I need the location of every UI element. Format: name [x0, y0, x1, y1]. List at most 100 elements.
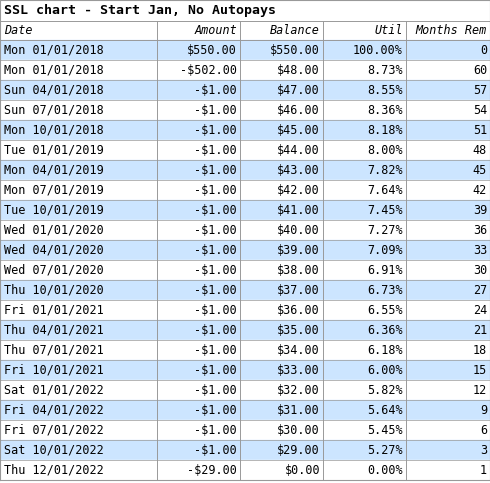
Text: 57: 57	[473, 84, 487, 97]
Text: Mon 07/01/2019: Mon 07/01/2019	[4, 184, 104, 197]
Text: -$1.00: -$1.00	[194, 343, 237, 356]
Text: Balance: Balance	[270, 24, 320, 37]
Text: $46.00: $46.00	[277, 103, 320, 116]
Text: 6: 6	[480, 424, 487, 437]
Text: -$29.00: -$29.00	[187, 464, 237, 477]
Text: -$1.00: -$1.00	[194, 324, 237, 337]
Text: $32.00: $32.00	[277, 384, 320, 397]
Text: $41.00: $41.00	[277, 203, 320, 216]
Text: Wed 01/01/2020: Wed 01/01/2020	[4, 224, 104, 237]
Text: Thu 04/01/2021: Thu 04/01/2021	[4, 324, 104, 337]
Text: $36.00: $36.00	[277, 303, 320, 316]
Text: -$1.00: -$1.00	[194, 424, 237, 437]
Text: 8.55%: 8.55%	[368, 84, 403, 97]
Text: 54: 54	[473, 103, 487, 116]
Text: 12: 12	[473, 384, 487, 397]
Text: Mon 10/01/2018: Mon 10/01/2018	[4, 124, 104, 137]
Text: $30.00: $30.00	[277, 424, 320, 437]
Text: $33.00: $33.00	[277, 364, 320, 377]
Text: 48: 48	[473, 143, 487, 156]
Text: $34.00: $34.00	[277, 343, 320, 356]
Text: $0.00: $0.00	[284, 464, 320, 477]
Text: $45.00: $45.00	[277, 124, 320, 137]
Text: 7.64%: 7.64%	[368, 184, 403, 197]
Text: 60: 60	[473, 63, 487, 76]
Text: 6.55%: 6.55%	[368, 303, 403, 316]
Text: 8.73%: 8.73%	[368, 63, 403, 76]
Text: Sun 07/01/2018: Sun 07/01/2018	[4, 103, 104, 116]
Text: 1: 1	[480, 464, 487, 477]
Text: 33: 33	[473, 243, 487, 256]
Text: $37.00: $37.00	[277, 284, 320, 297]
Text: 7.09%: 7.09%	[368, 243, 403, 256]
Text: -$1.00: -$1.00	[194, 364, 237, 377]
Text: $550.00: $550.00	[187, 43, 237, 57]
Text: $48.00: $48.00	[277, 63, 320, 76]
Text: Mon 01/01/2018: Mon 01/01/2018	[4, 43, 104, 57]
Text: Tue 10/01/2019: Tue 10/01/2019	[4, 203, 104, 216]
Text: 6.91%: 6.91%	[368, 264, 403, 276]
Text: -$1.00: -$1.00	[194, 443, 237, 456]
Text: $35.00: $35.00	[277, 324, 320, 337]
Text: Thu 10/01/2020: Thu 10/01/2020	[4, 284, 104, 297]
Text: $550.00: $550.00	[270, 43, 320, 57]
Text: Thu 12/01/2022: Thu 12/01/2022	[4, 464, 104, 477]
Text: 9: 9	[480, 403, 487, 416]
Text: -$1.00: -$1.00	[194, 284, 237, 297]
Text: Tue 01/01/2019: Tue 01/01/2019	[4, 143, 104, 156]
Text: Months Rem: Months Rem	[416, 24, 487, 37]
Text: $39.00: $39.00	[277, 243, 320, 256]
Text: -$1.00: -$1.00	[194, 184, 237, 197]
Text: SSL chart - Start Jan, No Autopays: SSL chart - Start Jan, No Autopays	[4, 4, 276, 17]
Text: -$1.00: -$1.00	[194, 403, 237, 416]
Text: Wed 07/01/2020: Wed 07/01/2020	[4, 264, 104, 276]
Text: 8.18%: 8.18%	[368, 124, 403, 137]
Text: 5.82%: 5.82%	[368, 384, 403, 397]
Text: 21: 21	[473, 324, 487, 337]
Text: 7.82%: 7.82%	[368, 164, 403, 176]
Text: Mon 04/01/2019: Mon 04/01/2019	[4, 164, 104, 176]
Text: 18: 18	[473, 343, 487, 356]
Text: 51: 51	[473, 124, 487, 137]
Text: Sun 04/01/2018: Sun 04/01/2018	[4, 84, 104, 97]
Text: -$1.00: -$1.00	[194, 84, 237, 97]
Text: 3: 3	[480, 443, 487, 456]
Text: -$1.00: -$1.00	[194, 303, 237, 316]
Text: 39: 39	[473, 203, 487, 216]
Text: 5.64%: 5.64%	[368, 403, 403, 416]
Text: 5.27%: 5.27%	[368, 443, 403, 456]
Text: 8.36%: 8.36%	[368, 103, 403, 116]
Text: $44.00: $44.00	[277, 143, 320, 156]
Text: Amount: Amount	[194, 24, 237, 37]
Text: Fri 10/01/2021: Fri 10/01/2021	[4, 364, 104, 377]
Text: $31.00: $31.00	[277, 403, 320, 416]
Text: $43.00: $43.00	[277, 164, 320, 176]
Text: Sat 10/01/2022: Sat 10/01/2022	[4, 443, 104, 456]
Text: 6.36%: 6.36%	[368, 324, 403, 337]
Text: 0: 0	[480, 43, 487, 57]
Text: -$1.00: -$1.00	[194, 143, 237, 156]
Text: 8.00%: 8.00%	[368, 143, 403, 156]
Text: -$1.00: -$1.00	[194, 384, 237, 397]
Text: -$1.00: -$1.00	[194, 264, 237, 276]
Text: $40.00: $40.00	[277, 224, 320, 237]
Text: Thu 07/01/2021: Thu 07/01/2021	[4, 343, 104, 356]
Text: Wed 04/01/2020: Wed 04/01/2020	[4, 243, 104, 256]
Text: 27: 27	[473, 284, 487, 297]
Text: -$1.00: -$1.00	[194, 243, 237, 256]
Text: 42: 42	[473, 184, 487, 197]
Text: $47.00: $47.00	[277, 84, 320, 97]
Text: 30: 30	[473, 264, 487, 276]
Text: 36: 36	[473, 224, 487, 237]
Text: 24: 24	[473, 303, 487, 316]
Text: -$1.00: -$1.00	[194, 224, 237, 237]
Text: -$1.00: -$1.00	[194, 203, 237, 216]
Text: 6.00%: 6.00%	[368, 364, 403, 377]
Text: 6.73%: 6.73%	[368, 284, 403, 297]
Text: 6.18%: 6.18%	[368, 343, 403, 356]
Text: Sat 01/01/2022: Sat 01/01/2022	[4, 384, 104, 397]
Text: -$1.00: -$1.00	[194, 164, 237, 176]
Text: Mon 01/01/2018: Mon 01/01/2018	[4, 63, 104, 76]
Text: 7.45%: 7.45%	[368, 203, 403, 216]
Text: Util: Util	[374, 24, 403, 37]
